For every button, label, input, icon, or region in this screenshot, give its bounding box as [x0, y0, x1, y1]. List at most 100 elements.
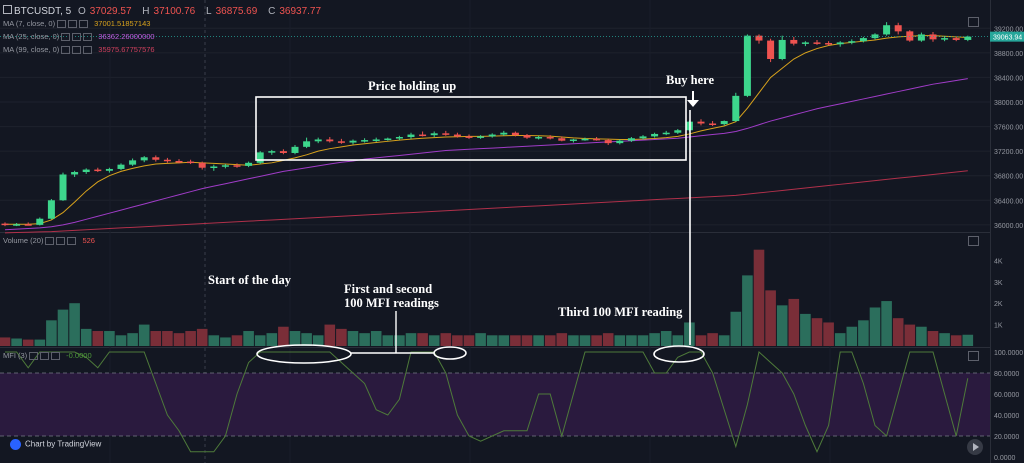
candle [546, 135, 554, 140]
volume-bar [312, 335, 324, 346]
candle-body [801, 42, 809, 44]
candle [1, 222, 9, 227]
volume-bar [544, 335, 556, 346]
candle-body [662, 132, 670, 135]
visibility-icon[interactable] [45, 237, 55, 246]
candle-body [47, 200, 55, 219]
visibility-icon[interactable] [61, 33, 71, 42]
close-icon[interactable] [67, 237, 77, 246]
volume-bar [208, 335, 220, 346]
volume-bar [127, 333, 138, 346]
volume-bar [730, 311, 742, 346]
candle [859, 36, 867, 43]
candle-body [697, 121, 705, 124]
volume-bar [660, 331, 672, 346]
candle [465, 134, 473, 139]
close-icon[interactable] [83, 33, 93, 42]
mfi-tick-label: 0.0000 [994, 455, 1016, 462]
volume-bar [22, 339, 34, 346]
candle [337, 138, 345, 144]
legend-ma25[interactable]: MA (25, close, 0) 36362.26000000 [3, 32, 155, 42]
candle-body [279, 151, 287, 153]
visibility-icon[interactable] [29, 352, 39, 361]
settings-icon[interactable] [72, 33, 82, 42]
candle [743, 34, 751, 98]
candle-body [941, 38, 949, 40]
candle [24, 222, 32, 226]
settings-icon[interactable] [56, 237, 66, 246]
scroll-to-realtime-button[interactable] [967, 439, 983, 455]
volume-bar [417, 333, 428, 346]
volume-bar [846, 326, 858, 346]
pane-maximize-icon[interactable] [968, 236, 979, 246]
volume-tick-label: 2K [994, 301, 1003, 308]
settings-icon[interactable] [72, 46, 82, 55]
price-tick-label: 37200.00 [994, 149, 1023, 156]
legend-volume[interactable]: Volume (20) 526 [3, 236, 95, 246]
tradingview-branding[interactable]: Chart by TradingView [10, 439, 101, 450]
candle-body [523, 135, 531, 138]
candle-body [129, 160, 137, 165]
pane-maximize-icon[interactable] [968, 17, 979, 27]
legend-mfi[interactable]: MFI (3) -0.0000 [3, 351, 92, 361]
volume-bar [533, 335, 544, 346]
volume-bar [266, 333, 278, 346]
pane-maximize-icon[interactable] [968, 351, 979, 361]
candle-body [187, 161, 195, 164]
candle [964, 35, 972, 42]
volume-bar [452, 335, 463, 346]
close-icon[interactable] [51, 352, 61, 361]
candle [163, 157, 171, 163]
price-tick-label: 38400.00 [994, 75, 1023, 82]
volume-bar [672, 335, 684, 346]
candle-body [871, 34, 879, 39]
candle-body [917, 34, 925, 41]
volume-bar [92, 331, 104, 346]
legend-ma7[interactable]: MA (7, close, 0) 37001.51857143 [3, 19, 151, 29]
close-icon[interactable] [79, 20, 89, 29]
candle-body [581, 138, 589, 141]
annotation-third: Third 100 MFI reading [558, 305, 683, 319]
volume-bar [278, 326, 289, 346]
volume-bar [46, 320, 57, 346]
close-icon[interactable] [83, 46, 93, 55]
mfi-highlight-ellipse [653, 345, 705, 363]
candle-body [883, 25, 891, 35]
candle [604, 138, 612, 145]
settings-icon[interactable] [40, 352, 50, 361]
symbol-icon [3, 5, 12, 14]
moving-average-line [5, 35, 968, 225]
last-price-label: 39063.94 [993, 35, 1022, 42]
candle [511, 131, 519, 137]
volume-bar [104, 331, 115, 346]
volume-bar [231, 335, 243, 346]
candle-body [349, 140, 357, 143]
visibility-icon[interactable] [57, 20, 67, 29]
candle [952, 36, 960, 42]
candle [523, 133, 531, 139]
price-tick-label: 39200.00 [994, 26, 1023, 33]
candle-body [732, 95, 740, 122]
settings-icon[interactable] [68, 20, 78, 29]
candle-body [894, 25, 902, 32]
symbol-label[interactable]: BTCUSDT, 5 [14, 6, 72, 17]
candle-body [488, 134, 496, 137]
volume-bar [405, 333, 417, 346]
mfi-tick-label: 100.0000 [994, 350, 1023, 357]
visibility-icon[interactable] [61, 46, 71, 55]
legend-ma99[interactable]: MA (99, close, 0) 35975.67757576 [3, 45, 155, 55]
price-tick-label: 36800.00 [994, 174, 1023, 181]
candle-body [500, 132, 508, 135]
candle [569, 138, 577, 143]
ohlc-high: H 37100.76 [142, 6, 196, 17]
candle-body [419, 134, 427, 137]
candle [558, 136, 566, 142]
candle [198, 161, 206, 170]
candle [94, 167, 102, 173]
volume-bar [11, 338, 22, 346]
candle-body [163, 159, 171, 162]
price-tick-label: 38800.00 [994, 51, 1023, 58]
candle [871, 33, 879, 40]
candle [314, 137, 322, 144]
